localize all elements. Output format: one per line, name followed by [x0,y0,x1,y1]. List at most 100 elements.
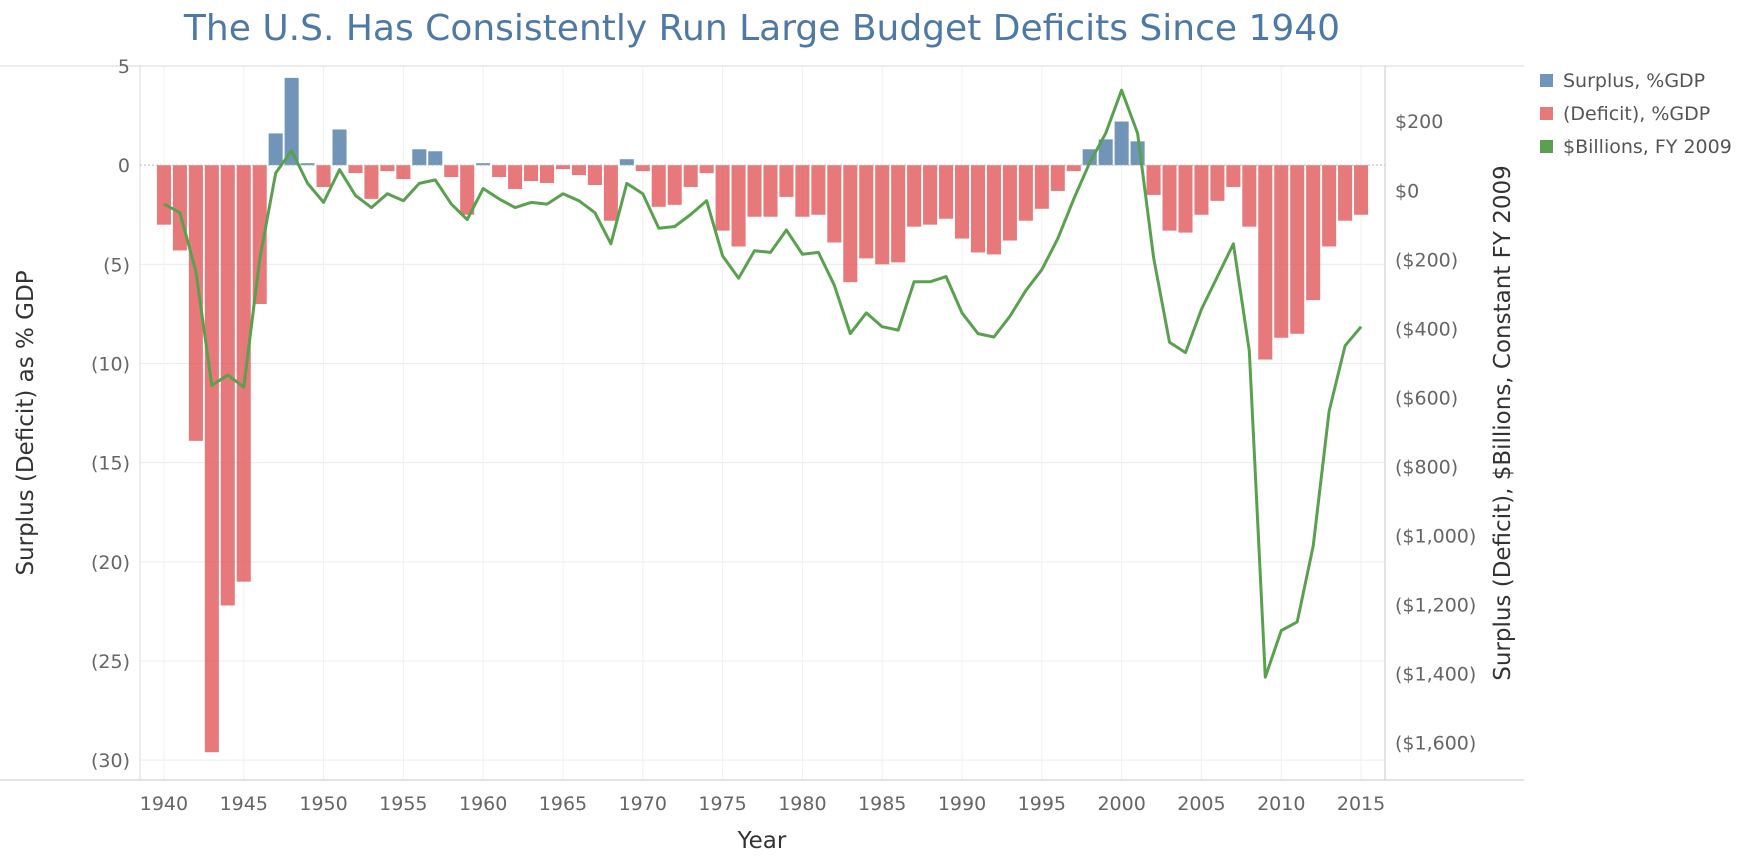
x-tick-label: 1970 [619,793,667,815]
legend-item: $Billions, FY 2009 [1540,132,1732,161]
deficit-bar [875,165,890,265]
deficit-bar [843,165,858,283]
x-tick-label: 1980 [778,793,826,815]
deficit-bar [555,165,571,170]
deficit-bar [1290,165,1305,334]
deficit-bar [1018,165,1033,221]
deficit-bar [508,165,523,189]
deficit-bar [954,165,970,239]
x-tick-label: 1950 [299,793,347,815]
surplus-bar [1114,121,1129,166]
deficit-bar [1258,165,1273,360]
deficit-bar [1322,165,1337,247]
y2-tick-label: ($1,200) [1395,595,1476,617]
y2-tick-label: $200 [1395,111,1443,133]
surplus-bar [1098,139,1113,166]
legend-item: (Deficit), %GDP [1540,99,1732,128]
deficit-bar [188,165,203,441]
deficit-bar [827,165,842,243]
deficit-bar [1242,165,1257,227]
legend-swatch [1540,74,1553,87]
deficit-bar [236,165,251,582]
deficit-bar [1338,165,1353,221]
x-tick-label: 2010 [1257,793,1305,815]
x-tick-label: 2005 [1177,793,1225,815]
bars-layer [156,77,1369,753]
deficit-bar [444,165,459,178]
surplus-bar [428,151,443,166]
deficit-bar [923,165,938,225]
deficit-bar [747,165,762,217]
y2-tick-label: ($1,600) [1395,733,1476,755]
x-tick-label: 1975 [698,793,746,815]
deficit-bar [587,165,602,185]
deficit-bar [220,165,235,606]
y2-tick-label: ($1,400) [1395,664,1476,686]
deficit-bar [460,165,475,215]
deficit-bar [396,165,411,180]
deficit-bar [1306,165,1321,301]
legend: Surplus, %GDP (Deficit), %GDP $Billions, F… [1540,66,1732,165]
x-tick-label: 2015 [1337,793,1385,815]
deficit-bar [779,165,794,197]
y-tick-label: (25) [91,651,130,673]
deficit-bar [571,165,586,176]
chart-frame [0,65,1524,781]
y-tick-label: 5 [118,56,130,78]
deficit-bar [539,165,555,184]
deficit-bar [795,165,810,217]
y-tick-label: (5) [103,254,130,276]
deficit-bar [252,165,267,304]
x-tick-label: 1965 [539,793,587,815]
axis-titles-layer: Year Surplus (Deficit) as % GDP Surplus (D… [13,165,1516,854]
deficit-bar [763,165,778,217]
x-tick-label: 1995 [1018,793,1066,815]
surplus-bar [332,129,347,166]
chart-title: The U.S. Has Consistently Run Large Budg… [183,8,1341,49]
tick-labels-layer: 5 0 (5) (10) (15) (20) (25) (30) $200 $0 ($200) ($4… [91,56,1476,815]
legend-label: $Billions, FY 2009 [1563,135,1732,158]
deficit-bar [492,165,507,178]
deficit-bar [699,165,714,174]
deficit-bar [1210,165,1225,201]
deficit-bar [1050,165,1065,191]
deficit-bar [891,165,906,263]
legend-item: Surplus, %GDP [1540,66,1732,95]
y2-tick-label: ($200) [1395,249,1458,271]
surplus-bar [412,149,427,166]
deficit-bar [364,165,379,199]
deficit-bar [1178,165,1193,233]
deficit-bar [1194,165,1209,215]
deficit-bar [939,165,954,219]
deficit-bar [156,165,171,225]
deficit-bar [667,165,682,205]
deficit-bar [204,165,219,753]
y-tick-label: (15) [91,453,130,475]
x-axis-title: Year [737,828,787,854]
y2-tick-label: ($600) [1395,387,1458,409]
y-tick-label: (10) [91,354,130,376]
deficit-bar [970,165,986,253]
deficit-bar [715,165,730,231]
legend-swatch [1540,107,1553,120]
x-tick-label: 1990 [938,793,986,815]
x-tick-label: 1945 [220,793,268,815]
legend-label: Surplus, %GDP [1563,69,1706,92]
deficit-bar [380,165,395,172]
deficit-bar [811,165,826,215]
deficit-bar [1066,165,1081,172]
deficit-bar [907,165,922,227]
y2-axis-title: Surplus (Deficit), $Billions, Constant F… [1490,165,1516,681]
deficit-bar [172,165,187,251]
deficit-bar [524,165,539,182]
y-tick-label: (20) [91,552,130,574]
deficit-bar [986,165,1001,255]
legend-label: (Deficit), %GDP [1563,102,1711,125]
legend-swatch [1540,140,1553,153]
deficit-bar [1226,165,1241,187]
y-tick-label: 0 [118,155,130,177]
y-axis-title: Surplus (Deficit) as % GDP [13,270,39,575]
y2-tick-label: ($800) [1395,457,1458,479]
y2-tick-label: ($1,000) [1395,526,1476,548]
